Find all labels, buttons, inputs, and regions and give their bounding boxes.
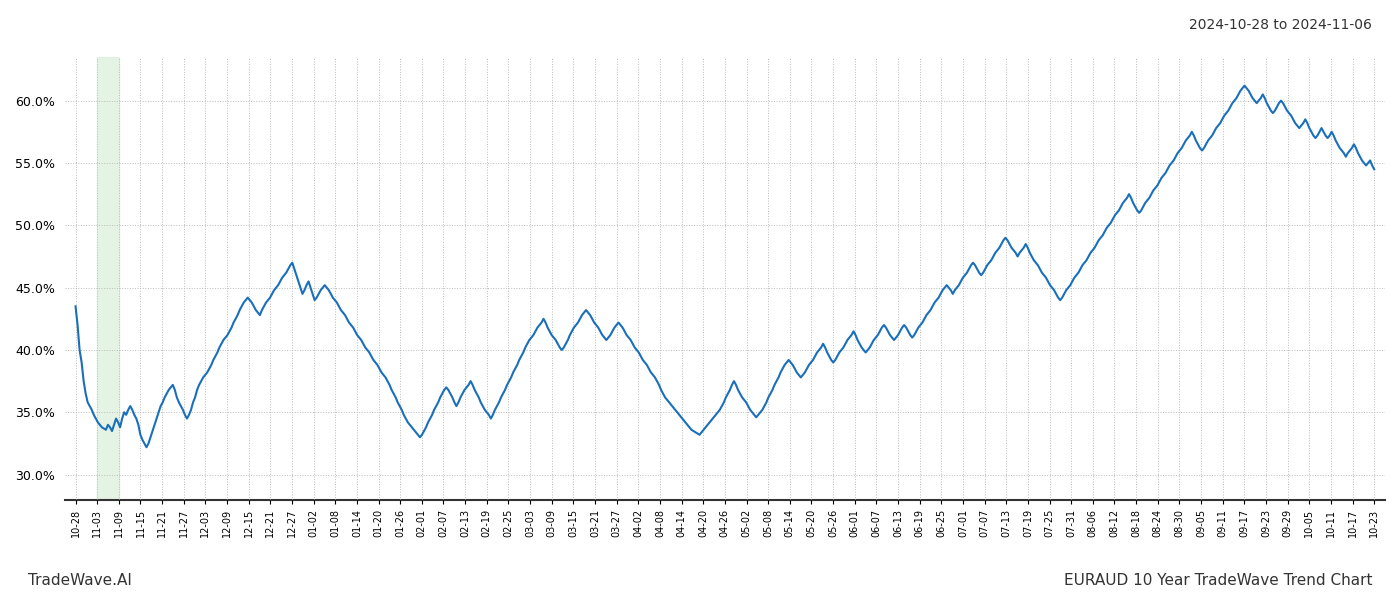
Bar — [97, 57, 119, 500]
Text: TradeWave.AI: TradeWave.AI — [28, 573, 132, 588]
Text: EURAUD 10 Year TradeWave Trend Chart: EURAUD 10 Year TradeWave Trend Chart — [1064, 573, 1372, 588]
Text: 2024-10-28 to 2024-11-06: 2024-10-28 to 2024-11-06 — [1189, 18, 1372, 32]
